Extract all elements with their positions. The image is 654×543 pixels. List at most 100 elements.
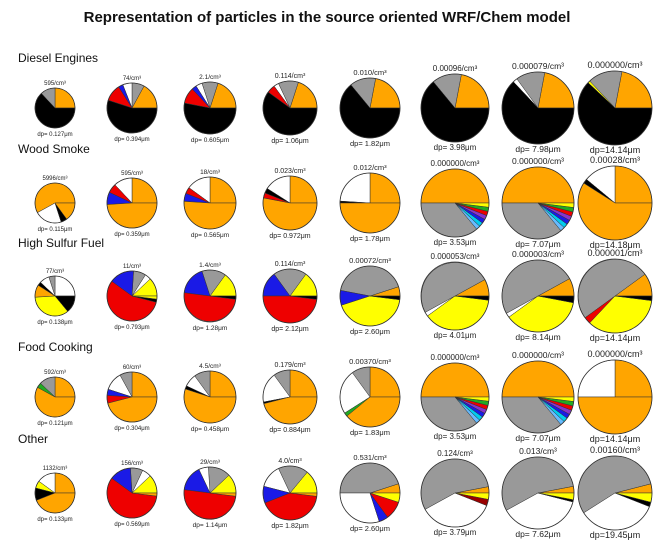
concentration-label: 0.00096/cm³ (433, 64, 478, 73)
row-label: Other (18, 432, 48, 446)
concentration-label: 0.179/cm³ (274, 362, 306, 369)
chart-title: Representation of particles in the sourc… (84, 9, 571, 26)
concentration-label: 0.000000/cm³ (512, 156, 564, 166)
pie: 595/cm³ dp= 0.359μm (107, 171, 157, 238)
diameter-label: dp= 4.01μm (434, 331, 477, 340)
diameter-label: dp= 2.60μm (350, 327, 390, 336)
pie-slice (502, 167, 574, 203)
pie: 1.4/cm³ dp= 1.28μm (184, 262, 236, 332)
diameter-label: dp= 0.394μm (114, 137, 149, 143)
concentration-label: 0.000053/cm³ (431, 252, 480, 261)
concentration-label: 0.000000/cm³ (431, 159, 480, 168)
pie: 0.000001/cm³ dp=14.14μm (578, 248, 652, 343)
diameter-label: dp= 1.14μm (193, 522, 228, 529)
concentration-label: 5996/cm³ (42, 176, 67, 182)
pie-row: Food Cooking 592/cm³ dp= 0.121μm 60/cm³ dp= … (18, 340, 652, 444)
concentration-label: 595/cm³ (121, 171, 143, 177)
pie-slice (578, 360, 615, 397)
concentration-label: 0.000000/cm³ (587, 349, 642, 359)
diameter-label: dp= 7.07μm (515, 433, 560, 443)
pie: 11/cm³dp= 0.793μm (107, 264, 157, 331)
diameter-label: dp= 2.12μm (271, 326, 308, 333)
row-label: Food Cooking (18, 340, 93, 354)
concentration-label: 0.124/cm³ (437, 449, 473, 458)
concentration-label: 0.010/cm³ (353, 68, 387, 77)
concentration-label: 4.0/cm³ (278, 458, 302, 465)
concentration-label: 592/cm³ (44, 370, 66, 376)
diameter-label: dp= 0.972μm (269, 233, 310, 240)
diameter-label: dp=14.14μm (590, 145, 640, 155)
pie: 0.00370/cm³ dp= 1.83μm (340, 357, 400, 437)
concentration-label: 4.5/cm³ (199, 363, 222, 370)
pie: 0.012/cm³dp= 1.78μm (340, 163, 400, 243)
pie: 2.1/cm³ dp= 0.605μm (184, 74, 236, 144)
diameter-label: dp= 0.793μm (114, 325, 149, 331)
diameter-label: dp=19.45μm (590, 530, 640, 540)
pie: 0.000000/cm³ dp= 3.53μm (421, 159, 489, 247)
pie-slice (615, 166, 652, 203)
pie: 595/cm³ dp= 0.127μm (35, 81, 75, 138)
pie: 4.5/cm³ dp= 0.458μm (184, 363, 236, 433)
concentration-label: 0.114/cm³ (275, 73, 306, 80)
concentration-label: 0.00072/cm³ (349, 256, 391, 265)
diameter-label: dp= 0.605μm (191, 137, 229, 144)
pie: 592/cm³dp= 0.121μm (35, 370, 75, 427)
row-label: Diesel Engines (18, 51, 98, 65)
concentration-label: 2.1/cm³ (199, 74, 222, 81)
concentration-label: 0.000000/cm³ (587, 60, 642, 70)
diameter-label: dp= 1.82μm (271, 523, 308, 530)
pie: 0.000000/cm³ dp= 3.53μm (421, 353, 489, 441)
diameter-label: dp= 1.06μm (271, 138, 308, 145)
pie-slice (615, 360, 652, 397)
concentration-label: 0.000003/cm³ (512, 249, 564, 259)
diameter-label: dp= 0.565μm (191, 232, 229, 239)
pie: 0.114/cm³ dp= 1.06μm (263, 73, 317, 145)
diameter-label: dp= 1.83μm (350, 428, 390, 437)
pie: 1132/cm³ dp= 0.133μm (35, 466, 75, 523)
diameter-label: dp= 0.115μm (38, 227, 73, 233)
pie: 156/cm³ dp= 0.569μm (107, 461, 157, 528)
concentration-label: 29/cm³ (200, 459, 221, 466)
pie: 5996/cm³ dp= 0.115μm (35, 176, 75, 233)
diameter-label: dp= 8.14μm (515, 332, 560, 342)
pie: 0.010/cm³ dp= 1.82μm (340, 68, 400, 148)
diameter-label: dp= 7.62μm (515, 529, 560, 539)
pie: 0.000000/cm³ dp=14.14μm (578, 349, 652, 444)
pie: 18/cm³dp= 0.565μm (184, 169, 236, 239)
diameter-label: dp= 3.53μm (434, 238, 477, 247)
concentration-label: 1132/cm³ (43, 466, 68, 472)
concentration-label: 156/cm³ (121, 461, 143, 467)
pie: 0.00160/cm³ dp=19.45μm (578, 445, 652, 540)
pie: 4.0/cm³ dp= 1.82μm (263, 458, 317, 530)
diameter-label: dp= 0.138μm (37, 320, 72, 326)
diameter-label: dp= 3.79μm (434, 528, 477, 537)
pie-slice (184, 103, 236, 134)
row-label: High Sulfur Fuel (18, 236, 104, 250)
row-label: Wood Smoke (18, 142, 90, 156)
concentration-label: 60/cm³ (123, 365, 141, 371)
concentration-label: 0.00370/cm³ (349, 357, 391, 366)
concentration-label: 0.023/cm³ (274, 168, 306, 175)
diameter-label: dp= 0.359μm (114, 232, 149, 238)
pie-slice (578, 397, 652, 434)
pie-rows: Diesel Engines 595/cm³dp= 0.127μm 74/cm³ dp… (18, 51, 652, 540)
pie: 0.000053/cm³ dp= 4.01μm (421, 252, 489, 340)
concentration-label: 74/cm³ (123, 76, 141, 82)
pie: 0.000000/cm³ dp=14.14μm (578, 60, 652, 155)
diameter-label: dp= 3.53μm (434, 432, 477, 441)
concentration-label: 0.000079/cm³ (512, 61, 564, 71)
concentration-label: 0.00028/cm³ (590, 155, 640, 165)
pie: 0.124/cm³ dp= 3.79μm (421, 449, 489, 537)
pie: 74/cm³ dp= 0.394μm (107, 76, 157, 143)
pie-row: Other 1132/cm³dp= 0.133μm 156/cm³ dp= 0.569… (18, 432, 652, 540)
pie-row: Diesel Engines 595/cm³ dp= 0.127μm 74/cm³ dp… (18, 51, 652, 155)
diameter-label: dp= 0.569μm (114, 522, 149, 528)
pie: 77/cm³ dp= 0.138μm (35, 269, 75, 326)
concentration-label: 0.013/cm³ (519, 446, 557, 456)
pie: 0.531/cm³ dp= 2.60μm (340, 453, 400, 533)
pie-slice (340, 173, 370, 203)
pie-slice (107, 203, 157, 228)
pie-row: Wood Smoke 5996/cm³ dp= 0.115μm 595/cm³ dp= … (18, 142, 652, 250)
diameter-label: dp= 1.28μm (193, 325, 228, 332)
pie-slice (502, 361, 574, 397)
